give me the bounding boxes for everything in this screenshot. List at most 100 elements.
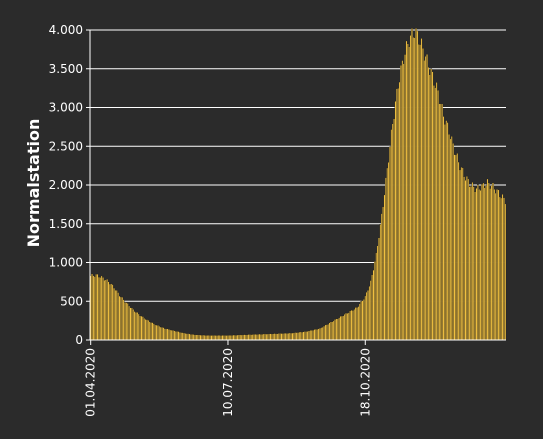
bar (501, 194, 504, 341)
bar (264, 333, 266, 341)
bar (294, 332, 297, 341)
bar (352, 310, 354, 341)
bar (158, 326, 161, 341)
bar (161, 326, 163, 341)
bar (341, 315, 343, 341)
bar (174, 331, 177, 341)
bar (364, 295, 367, 341)
bar (320, 327, 323, 341)
bar (504, 203, 507, 341)
bar (122, 299, 125, 341)
bar (385, 177, 387, 341)
bar (446, 122, 449, 341)
x-tick-label: 01.04.2020 (84, 348, 98, 417)
bar (218, 335, 221, 341)
bar (309, 330, 312, 341)
bar (249, 334, 251, 341)
bar (415, 28, 417, 341)
x-tick-label: 18.10.2020 (358, 348, 372, 417)
bar (481, 183, 483, 341)
bar (437, 90, 439, 341)
bar (487, 182, 490, 341)
bar (187, 333, 190, 341)
bar (334, 319, 336, 341)
bar (398, 81, 401, 341)
bar (120, 296, 122, 341)
bar (347, 312, 350, 341)
bar (169, 329, 172, 341)
bar (177, 331, 180, 341)
bar (503, 197, 505, 341)
bar (227, 335, 229, 341)
bar (449, 138, 452, 341)
bar (291, 332, 294, 341)
bar (459, 169, 461, 341)
bar (401, 60, 404, 341)
bar (489, 188, 492, 341)
bar (476, 184, 479, 341)
bar (172, 329, 174, 341)
bar (365, 291, 368, 341)
bar (243, 334, 246, 341)
bar (125, 302, 128, 341)
bar (313, 329, 316, 341)
bar (295, 332, 298, 341)
bar (391, 123, 394, 341)
bar (413, 37, 416, 341)
y-tick-label: 3.000 (49, 101, 83, 115)
bar (159, 326, 162, 341)
bar (242, 334, 244, 341)
bar (180, 332, 183, 341)
bar (148, 321, 151, 341)
bar (339, 315, 342, 341)
bar (470, 186, 472, 341)
bar (457, 161, 460, 341)
bar (202, 334, 205, 341)
bar (336, 318, 339, 341)
bar (363, 299, 365, 341)
bar (140, 315, 143, 341)
y-tick-label: 1.500 (49, 217, 83, 231)
bar (338, 317, 341, 341)
bar (419, 44, 422, 341)
bar (179, 331, 181, 341)
bar (236, 334, 239, 341)
bar (269, 333, 272, 341)
y-tick-label: 3.500 (49, 62, 83, 76)
bar (136, 312, 139, 341)
bar (109, 283, 111, 341)
bar (277, 333, 280, 341)
bar (461, 167, 464, 341)
bar (280, 333, 283, 341)
bar (297, 332, 299, 341)
bar (114, 289, 117, 341)
bar (343, 314, 346, 341)
bar (411, 28, 413, 341)
bar (332, 320, 335, 341)
bar (374, 261, 376, 341)
bar (493, 188, 496, 341)
bar (405, 40, 408, 341)
bar (441, 103, 444, 341)
bar (423, 60, 426, 341)
y-tick-label: 500 (60, 294, 83, 308)
bar (117, 292, 120, 341)
bar (102, 277, 104, 341)
bar (251, 334, 254, 341)
y-tick-label: 2.500 (49, 139, 83, 153)
bar (494, 192, 497, 341)
bar (196, 334, 199, 341)
bar (224, 335, 227, 341)
y-tick-label: 1.000 (49, 256, 83, 270)
bar (368, 286, 371, 341)
bar (317, 328, 320, 341)
bar (395, 88, 398, 341)
bar (115, 290, 118, 341)
bar (155, 324, 158, 341)
bar (496, 189, 498, 341)
bar (254, 334, 257, 341)
bar (247, 334, 250, 341)
bar (497, 189, 500, 341)
bar (98, 276, 100, 341)
